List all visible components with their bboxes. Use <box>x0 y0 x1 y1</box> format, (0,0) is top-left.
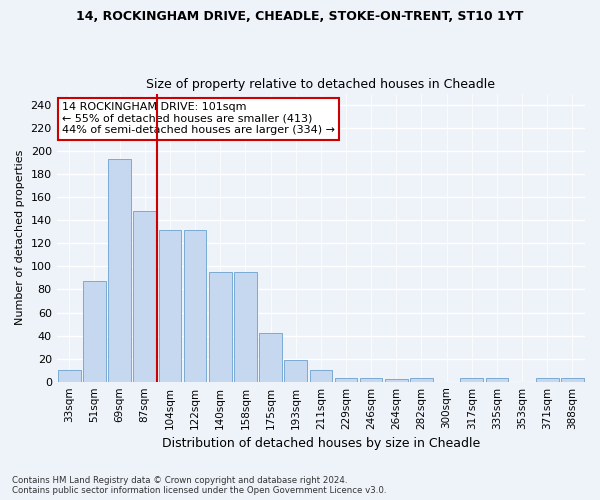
Bar <box>133 211 156 382</box>
Bar <box>158 230 181 382</box>
Title: Size of property relative to detached houses in Cheadle: Size of property relative to detached ho… <box>146 78 496 91</box>
Bar <box>58 370 80 382</box>
Bar <box>561 378 584 382</box>
Bar <box>284 360 307 382</box>
Bar <box>410 378 433 382</box>
Bar <box>234 272 257 382</box>
Bar <box>460 378 483 382</box>
Bar <box>108 159 131 382</box>
Text: 14 ROCKINGHAM DRIVE: 101sqm
← 55% of detached houses are smaller (413)
44% of se: 14 ROCKINGHAM DRIVE: 101sqm ← 55% of det… <box>62 102 335 136</box>
Y-axis label: Number of detached properties: Number of detached properties <box>15 150 25 326</box>
Text: Contains HM Land Registry data © Crown copyright and database right 2024.
Contai: Contains HM Land Registry data © Crown c… <box>12 476 386 495</box>
Bar <box>360 378 382 382</box>
Bar <box>209 272 232 382</box>
Bar <box>83 282 106 382</box>
X-axis label: Distribution of detached houses by size in Cheadle: Distribution of detached houses by size … <box>162 437 480 450</box>
Bar <box>259 334 282 382</box>
Bar <box>184 230 206 382</box>
Bar <box>310 370 332 382</box>
Bar <box>335 378 358 382</box>
Text: 14, ROCKINGHAM DRIVE, CHEADLE, STOKE-ON-TRENT, ST10 1YT: 14, ROCKINGHAM DRIVE, CHEADLE, STOKE-ON-… <box>76 10 524 23</box>
Bar <box>536 378 559 382</box>
Bar <box>385 380 407 382</box>
Bar <box>485 378 508 382</box>
